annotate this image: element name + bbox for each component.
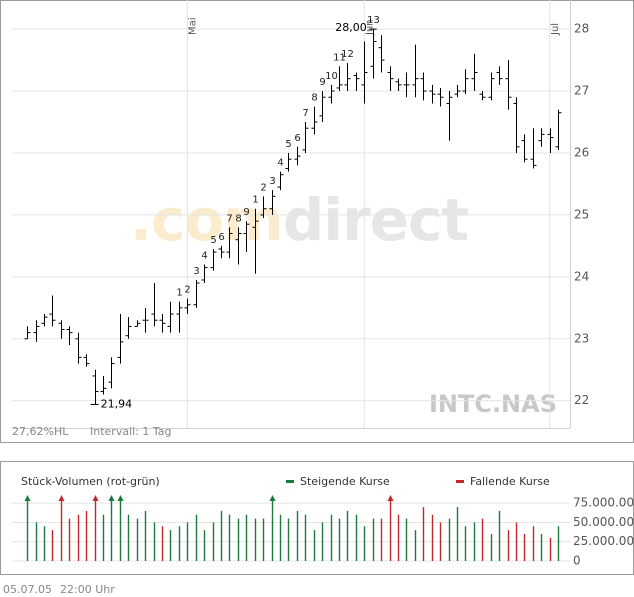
footer-time: 22:00 Uhr bbox=[60, 583, 115, 596]
count-label: 5 bbox=[285, 139, 291, 150]
x-tick-label: Jun bbox=[364, 19, 375, 36]
count-label: 2 bbox=[184, 285, 190, 296]
interval: Intervall: 1 Tag bbox=[90, 425, 172, 438]
count-label: 12 bbox=[341, 49, 354, 60]
annotation: 28,00 bbox=[335, 21, 367, 34]
watermark-prefix: .com bbox=[130, 186, 283, 254]
overflow-arrow bbox=[117, 495, 124, 501]
range-info: 27,62%HL bbox=[12, 425, 69, 438]
count-label: 7 bbox=[226, 213, 232, 224]
count-label: 7 bbox=[302, 108, 308, 119]
y-tick-label: 28 bbox=[574, 22, 589, 36]
volume-tick-label: 25.000.000 bbox=[573, 534, 634, 548]
volume-title: Stück-Volumen (rot-grün) bbox=[21, 475, 160, 488]
count-label: 4 bbox=[201, 250, 207, 261]
y-tick-label: 23 bbox=[574, 331, 589, 345]
overflow-arrow bbox=[24, 495, 31, 501]
volume-tick-label: 50.000.000 bbox=[573, 515, 634, 529]
annotation: 21,94 bbox=[101, 397, 133, 410]
legend-swatch bbox=[286, 480, 294, 483]
count-label: 11 bbox=[333, 52, 346, 63]
y-tick-label: 24 bbox=[574, 269, 589, 283]
count-label: 10 bbox=[325, 71, 338, 82]
count-label: 8 bbox=[311, 93, 317, 104]
count-label: 1 bbox=[252, 195, 258, 206]
legend-label: Steigende Kurse bbox=[300, 475, 390, 488]
watermark-suffix: direct bbox=[283, 186, 469, 254]
overflow-arrow bbox=[108, 495, 115, 501]
x-tick-label: Mai bbox=[187, 17, 198, 35]
legend-swatch bbox=[456, 480, 464, 483]
volume-tick-label: 0 bbox=[573, 554, 581, 568]
overflow-arrow bbox=[58, 495, 65, 501]
volume-tick-label: 75.000.000 bbox=[573, 496, 634, 510]
count-label: 2 bbox=[260, 182, 266, 193]
count-label: 3 bbox=[269, 176, 275, 187]
count-label: 9 bbox=[243, 207, 249, 218]
y-tick-label: 22 bbox=[574, 393, 589, 407]
overflow-arrow bbox=[269, 495, 276, 501]
overflow-arrow bbox=[387, 495, 394, 501]
count-label: 5 bbox=[210, 235, 216, 246]
y-tick-label: 25 bbox=[574, 207, 589, 221]
symbol: INTC.NAS bbox=[429, 390, 557, 418]
count-label: 3 bbox=[193, 266, 199, 277]
legend-label: Fallende Kurse bbox=[470, 475, 550, 488]
y-tick-label: 27 bbox=[574, 84, 589, 98]
count-label: 9 bbox=[319, 77, 325, 88]
footer-date: 05.07.05 bbox=[3, 583, 52, 596]
count-label: 6 bbox=[294, 133, 300, 144]
count-label: 4 bbox=[277, 158, 283, 169]
count-label: 13 bbox=[367, 15, 380, 26]
count-label: 8 bbox=[235, 213, 241, 224]
count-label: 6 bbox=[218, 232, 224, 243]
y-tick-label: 26 bbox=[574, 145, 589, 159]
watermark: .comdirect bbox=[130, 186, 468, 254]
x-tick-label: Jul bbox=[550, 23, 561, 36]
count-label: 1 bbox=[176, 288, 182, 299]
overflow-arrow bbox=[92, 495, 99, 501]
